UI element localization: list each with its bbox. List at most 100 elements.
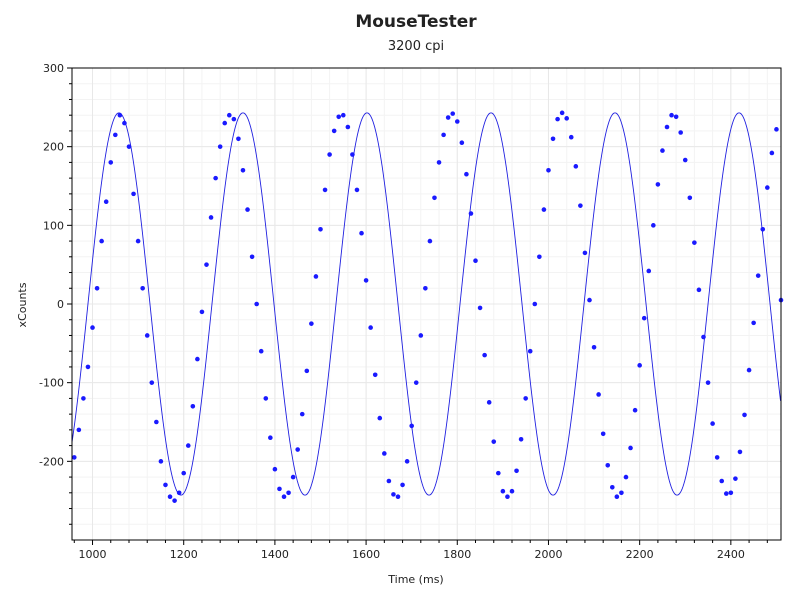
data-point (600, 431, 606, 437)
data-point (591, 344, 597, 350)
data-point (527, 348, 533, 354)
x-tick-label: 2200 (626, 548, 654, 561)
data-point (76, 427, 82, 433)
data-point (436, 160, 442, 165)
y-axis-label: xCounts (16, 282, 29, 327)
data-point (359, 230, 364, 236)
data-point (605, 462, 611, 468)
data-point (258, 348, 264, 354)
data-point (450, 111, 456, 116)
data-point (582, 250, 588, 256)
data-point (409, 423, 414, 429)
data-point (363, 278, 369, 283)
data-point (427, 238, 433, 244)
data-point (774, 127, 779, 132)
data-point (122, 120, 127, 126)
data-point (340, 112, 346, 118)
data-point (610, 484, 615, 490)
data-point (751, 320, 756, 326)
data-point (719, 478, 725, 484)
data-point (386, 478, 392, 484)
data-point (445, 115, 451, 120)
x-tick-label: 1600 (352, 548, 380, 561)
data-point (687, 195, 693, 201)
chart-title: MouseTester (355, 12, 477, 32)
data-point (108, 160, 114, 165)
data-point (167, 494, 173, 500)
data-point (299, 411, 305, 417)
x-tick-label: 1400 (261, 548, 289, 561)
chart-subtitle: 3200 cpi (388, 39, 444, 54)
data-point (537, 254, 542, 260)
data-point (345, 124, 351, 130)
data-point (217, 144, 223, 149)
data-point (181, 470, 187, 476)
data-point (418, 333, 424, 338)
data-point (117, 112, 123, 118)
data-point (491, 439, 497, 444)
data-point (336, 114, 342, 120)
data-point (404, 459, 410, 464)
data-point (94, 285, 100, 291)
data-point (90, 325, 95, 330)
data-point (628, 445, 633, 451)
data-point (144, 333, 150, 338)
data-point (395, 494, 401, 500)
data-point (227, 112, 232, 118)
series-line (71, 112, 781, 496)
data-point (550, 136, 556, 142)
data-point (664, 124, 670, 130)
data-point (646, 268, 652, 274)
data-point (701, 334, 706, 340)
axis-layer: -200 -100 0 100 200 300 1000 1200 1400 1600 1800 20… (39, 62, 782, 561)
x-tick-label: 1800 (443, 548, 471, 561)
data-point (473, 258, 478, 264)
y-tick-label: 300 (43, 62, 64, 75)
data-point (304, 368, 310, 374)
data-point (190, 403, 196, 409)
data-point (185, 443, 191, 448)
data-point (651, 223, 656, 228)
data-point (240, 167, 246, 173)
data-point (172, 498, 177, 503)
data-point (103, 199, 109, 205)
data-point (277, 486, 282, 492)
data-point (249, 254, 255, 260)
data-point (113, 132, 118, 138)
data-point (318, 226, 323, 232)
data-point (696, 287, 702, 293)
data-point (199, 309, 205, 315)
data-point (746, 367, 752, 373)
data-point (158, 459, 164, 464)
data-point (195, 356, 200, 362)
x-axis-label: Time (ms) (387, 573, 443, 586)
data-point (673, 114, 679, 120)
data-point (204, 262, 209, 267)
data-point (309, 321, 314, 326)
plot-layer (71, 110, 784, 503)
x-tick-label: 1200 (170, 548, 198, 561)
data-point (213, 175, 218, 181)
data-point (454, 119, 460, 124)
data-point (268, 435, 273, 441)
data-point (327, 152, 332, 157)
data-point (505, 494, 510, 500)
data-point (568, 134, 574, 140)
data-point (126, 144, 132, 149)
data-point (682, 157, 688, 163)
data-point (459, 140, 465, 146)
data-point (131, 191, 136, 197)
data-point (149, 380, 155, 385)
data-point (614, 494, 620, 500)
data-point (637, 363, 642, 368)
data-point (441, 132, 446, 138)
data-point (541, 207, 547, 212)
data-point (710, 421, 715, 426)
y-tick-label: 200 (43, 141, 64, 154)
data-point (140, 285, 145, 291)
data-point (714, 455, 720, 460)
data-point (290, 474, 296, 480)
data-point (655, 182, 661, 187)
